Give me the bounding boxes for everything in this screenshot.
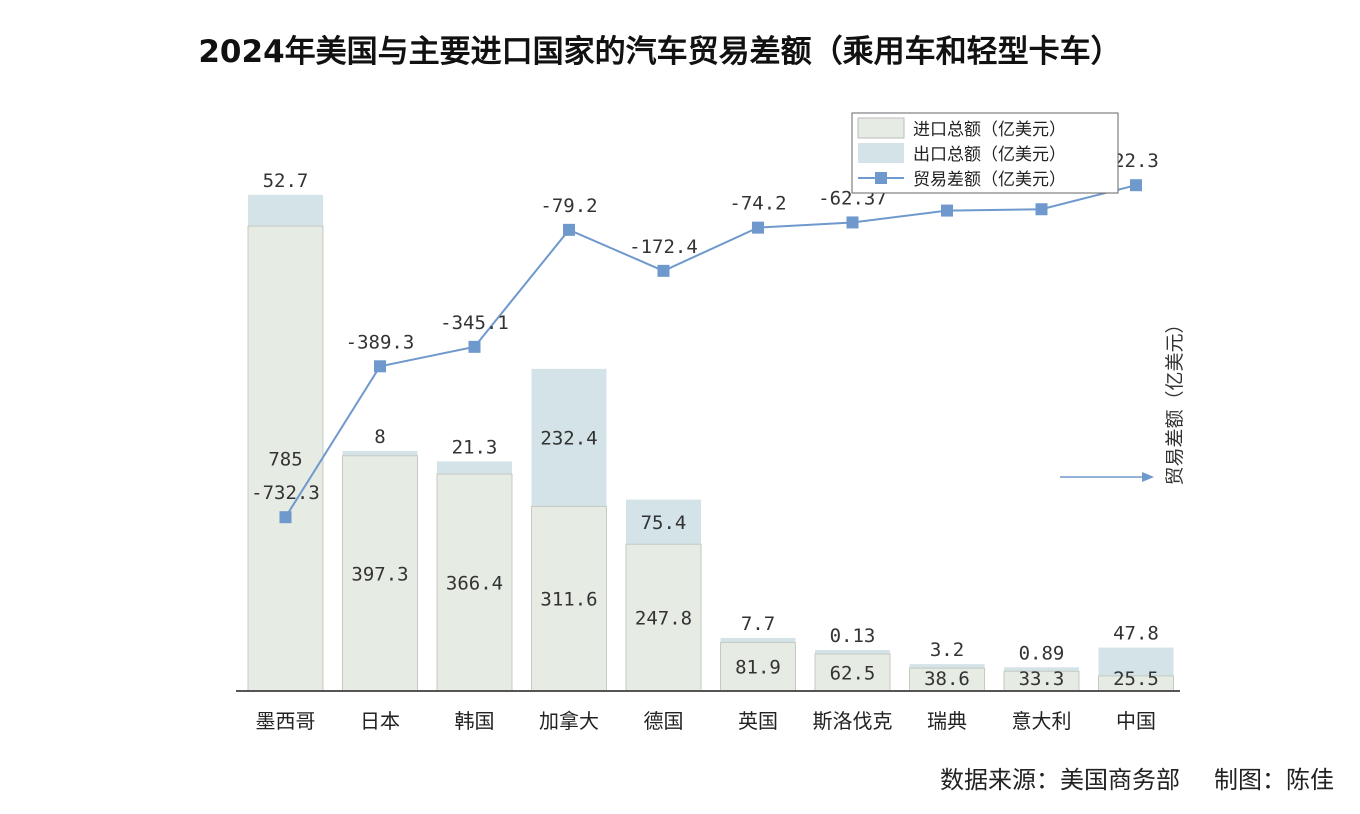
import-value-label: 62.5 (830, 662, 876, 684)
legend-balance-label: 贸易差额（亿美元） (913, 170, 1066, 190)
category-axis: 墨西哥 日本 韩国 加拿大 德国 英国 斯洛伐克 瑞典 意大利 中国 (256, 709, 1157, 733)
export-value-label: 8 (374, 426, 385, 448)
y2-axis-indicator: 贸易差额（亿美元） (1060, 314, 1186, 486)
export-bar (626, 499, 701, 545)
import-bar (247, 225, 324, 692)
balance-marker (846, 216, 859, 229)
balance-marker (1130, 179, 1142, 192)
bars-layer (247, 194, 1174, 692)
export-bar (909, 664, 985, 669)
labels-layer: 785 52.7 397.3 8 366.4 21.3 311.6 232.4 247.8 75.… (251, 150, 1159, 690)
balance-line (284, 184, 1137, 518)
legend-import-label: 进口总额（亿美元） (913, 120, 1066, 140)
legend-balance-marker (875, 172, 887, 184)
export-bar (531, 368, 607, 507)
export-bar (1004, 667, 1079, 672)
legend: 进口总额（亿美元） 出口总额（亿美元） 贸易差额（亿美元） (851, 112, 1119, 194)
balance-line-layer (279, 179, 1142, 524)
category-label: 墨西哥 (256, 709, 316, 733)
import-bar (342, 455, 418, 692)
import-value-label: 397.3 (351, 563, 408, 585)
legend-export-swatch (858, 143, 904, 163)
import-value-label: 81.9 (735, 657, 781, 679)
balance-marker (657, 264, 670, 277)
export-value-label: 0.13 (830, 625, 876, 647)
export-bar (248, 194, 323, 227)
export-bar (815, 649, 890, 654)
balance-value-label: -345.1 (440, 312, 509, 334)
source-note: 数据来源：美国商务部 制图：陈佳 (940, 760, 1334, 795)
category-label: 斯洛伐克 (813, 709, 893, 733)
export-value-label: 0.89 (1019, 642, 1065, 664)
category-label: 中国 (1116, 709, 1156, 733)
category-label: 加拿大 (539, 709, 599, 733)
import-value-label: 247.8 (635, 608, 692, 630)
export-bar (342, 450, 418, 456)
category-label: 日本 (360, 709, 400, 733)
import-value-label: 38.6 (924, 668, 970, 690)
category-label: 德国 (644, 709, 684, 733)
balance-value-label: -74.2 (729, 193, 786, 215)
export-bar (720, 637, 796, 643)
import-bar (531, 505, 607, 692)
balance-value-label: -79.2 (540, 195, 597, 217)
export-value-label: 47.8 (1113, 623, 1159, 645)
export-bar (1098, 647, 1174, 676)
y2-axis-label: 贸易差额（亿美元） (1164, 314, 1186, 485)
category-label: 韩国 (455, 709, 495, 733)
balance-marker (752, 221, 764, 234)
import-value-label: 311.6 (540, 589, 597, 611)
legend-export-label: 出口总额（亿美元） (913, 145, 1066, 165)
balance-value-label: -389.3 (346, 331, 415, 353)
import-bar (436, 473, 513, 692)
balance-marker (374, 360, 386, 373)
balance-value-label: 22.3 (1113, 150, 1159, 172)
export-value-label: 75.4 (641, 512, 687, 534)
balance-value-label: -172.4 (629, 236, 698, 258)
balance-marker (1035, 203, 1048, 216)
export-bar (437, 461, 512, 475)
import-bar (814, 653, 891, 692)
import-bar (720, 641, 796, 692)
balance-marker (468, 340, 481, 353)
legend-import-swatch (857, 117, 905, 139)
category-label: 瑞典 (927, 709, 967, 733)
category-label: 意大利 (1012, 709, 1072, 733)
export-value-label: 232.4 (540, 428, 597, 450)
import-value-label: 785 (268, 449, 302, 471)
balance-value-label: -732.3 (251, 482, 320, 504)
category-label: 英国 (738, 709, 778, 733)
data-source: 数据来源：美国商务部 (940, 766, 1180, 794)
balance-marker (941, 204, 953, 217)
balance-marker (563, 223, 575, 236)
import-value-label: 366.4 (446, 573, 503, 595)
export-value-label: 21.3 (452, 436, 498, 458)
balance-marker (279, 511, 292, 524)
chart-title: 2024年美国与主要进口国家的汽车贸易差额（乘用车和轻型卡车） (198, 34, 1122, 70)
import-value-label: 25.5 (1113, 668, 1159, 690)
made-by: 制图：陈佳 (1214, 766, 1334, 794)
export-value-label: 3.2 (930, 639, 964, 661)
import-value-label: 33.3 (1019, 668, 1065, 690)
y2-axis-arrowhead (1142, 472, 1154, 482)
export-value-label: 7.7 (741, 613, 775, 635)
export-value-label: 52.7 (263, 170, 309, 192)
